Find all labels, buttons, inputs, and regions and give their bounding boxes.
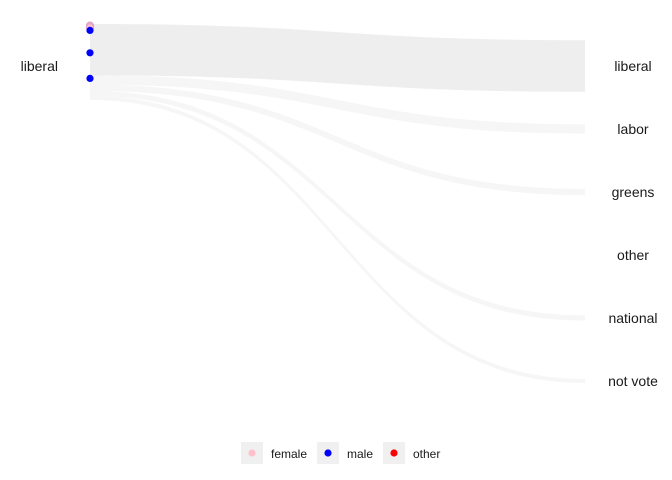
target-label-liberal: liberal	[614, 58, 651, 74]
point-male	[86, 74, 94, 82]
target-label-national: national	[608, 310, 657, 326]
point-male	[86, 26, 94, 34]
flow-liberal-to-labor	[90, 75, 585, 134]
point-layer	[85, 21, 95, 82]
point-male	[86, 49, 94, 57]
legend-label-female: female	[271, 447, 307, 461]
flow-liberal-to-liberal	[90, 24, 585, 92]
legend: female male other	[241, 442, 440, 464]
target-label-other: other	[617, 247, 649, 263]
flow-liberal-to-greens	[90, 84, 585, 196]
flow-liberal-to-national	[90, 90, 585, 321]
flow-liberal-to-other	[90, 90, 585, 255]
target-labels: liberal labor greens other national not vote	[608, 58, 658, 389]
legend-dot-female	[248, 449, 256, 457]
target-label-labor: labor	[617, 121, 648, 137]
legend-dot-other	[390, 449, 398, 457]
target-label-greens: greens	[612, 184, 655, 200]
legend-label-other: other	[413, 447, 440, 461]
legend-label-male: male	[347, 447, 373, 461]
flow-layer	[90, 24, 585, 384]
legend-dot-male	[324, 449, 332, 457]
flow-liberal-to-not-vote	[90, 95, 585, 384]
target-label-not-vote: not vote	[608, 373, 658, 389]
source-label-liberal: liberal	[21, 58, 58, 74]
